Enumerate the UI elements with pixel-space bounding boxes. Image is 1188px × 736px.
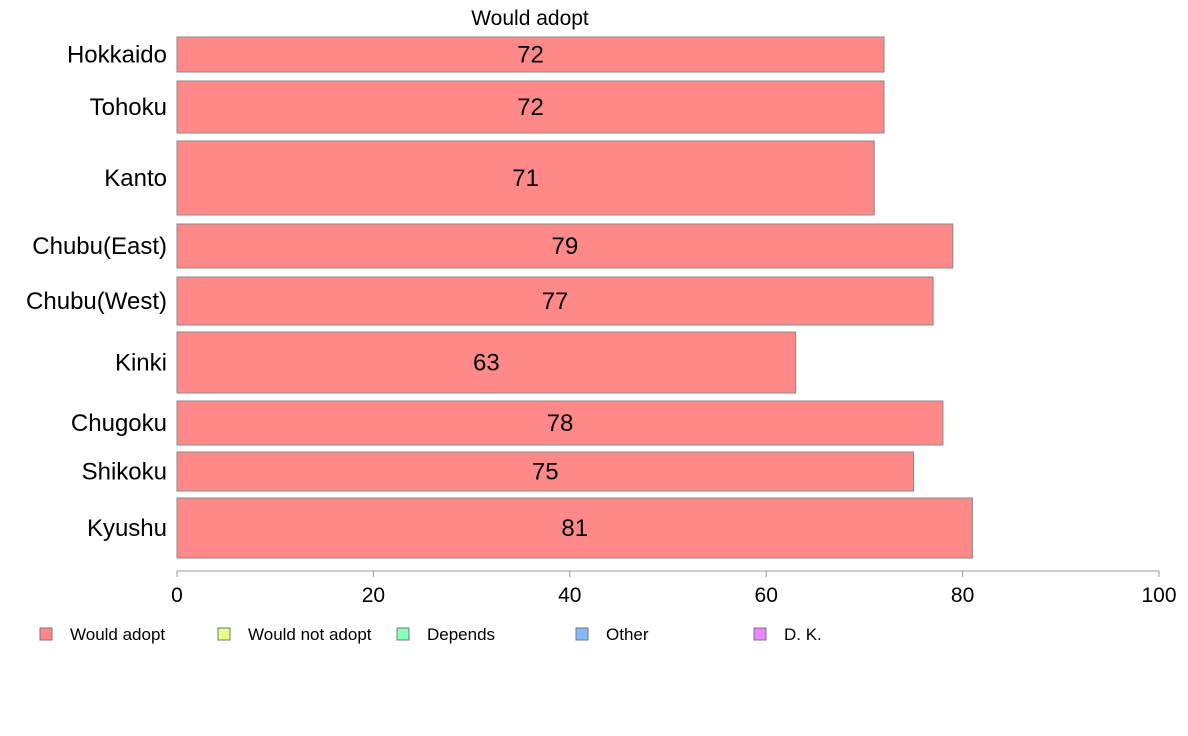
- legend-swatch: [753, 627, 767, 641]
- category-label: Chugoku: [71, 410, 167, 437]
- category-label: Hokkaido: [67, 42, 167, 69]
- category-label: Kyushu: [87, 515, 167, 542]
- bar-value-label: 63: [473, 350, 500, 377]
- category-label: Chubu(East): [32, 233, 167, 260]
- x-tick-label: 0: [171, 584, 183, 607]
- legend-swatch: [39, 627, 53, 641]
- category-label: Shikoku: [82, 459, 167, 486]
- bar-value-label: 81: [561, 515, 588, 542]
- bar: [176, 451, 914, 492]
- category-label: Kinki: [115, 350, 167, 377]
- bar-value-label: 78: [547, 410, 574, 437]
- bar: [176, 80, 885, 134]
- legend: Would adopt Would not adopt Depends Other D.…: [39, 625, 822, 644]
- bar-value-label: 75: [532, 459, 559, 486]
- category-label: Kanto: [104, 165, 167, 192]
- bar-value-label: 72: [517, 94, 544, 121]
- bar: [176, 140, 875, 216]
- bar: [176, 400, 944, 446]
- bar-group: 72 Hokkaido 72 Tohoku 71 Kanto 79 Chubu(East) 77…: [26, 36, 973, 559]
- legend-swatch: [396, 627, 410, 641]
- legend-label: Would adopt: [70, 625, 165, 644]
- bar: [176, 497, 973, 559]
- chart-title: Would adopt: [471, 7, 589, 30]
- x-tick-label: 80: [951, 584, 974, 607]
- x-tick-label: 40: [558, 584, 581, 607]
- x-tick-label: 100: [1141, 584, 1176, 607]
- legend-label: Depends: [427, 625, 495, 644]
- category-label: Tohoku: [90, 94, 167, 121]
- bar: [176, 276, 934, 326]
- x-axis: 0 20 40 60 80 100: [171, 570, 1177, 607]
- bar-value-label: 71: [512, 165, 539, 192]
- legend-label: Would not adopt: [248, 625, 372, 644]
- legend-swatch: [217, 627, 231, 641]
- x-tick-label: 20: [362, 584, 385, 607]
- legend-label: Other: [606, 625, 649, 644]
- x-tick-label: 60: [755, 584, 778, 607]
- legend-label: D. K.: [784, 625, 822, 644]
- bar: [176, 331, 797, 394]
- bar-value-label: 79: [552, 233, 579, 260]
- bar: [176, 36, 885, 73]
- legend-swatch: [575, 627, 589, 641]
- bar-value-label: 77: [542, 288, 569, 315]
- bar-value-label: 72: [517, 42, 544, 69]
- category-label: Chubu(West): [26, 288, 167, 315]
- bar: [176, 223, 954, 269]
